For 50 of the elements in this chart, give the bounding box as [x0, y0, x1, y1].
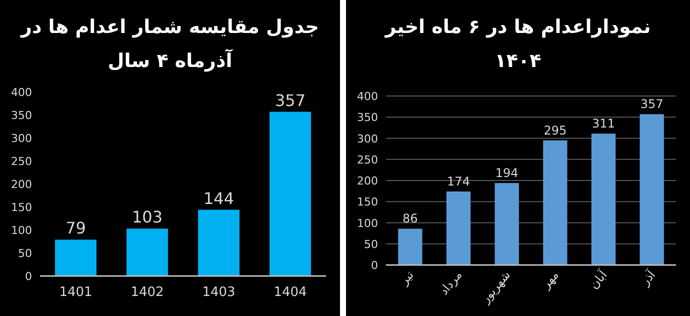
bar: [398, 228, 422, 265]
bar: [55, 240, 96, 276]
bar: [446, 191, 471, 265]
y-tick-label: 400: [11, 86, 32, 99]
x-tick-label: 1401: [59, 285, 92, 300]
y-tick-label: 200: [357, 174, 378, 188]
bar: [494, 183, 519, 265]
y-tick-label: 150: [11, 201, 32, 214]
x-tick-label: 1404: [274, 285, 307, 300]
x-tick-label: 1403: [202, 285, 236, 300]
data-label: 357: [640, 97, 664, 112]
bar: [543, 140, 568, 265]
chart-title: جدول مقایسه شمار اعدام ها در آذرماه ۴ سال: [20, 15, 320, 74]
y-tick-label: 0: [25, 270, 32, 283]
y-tick-label: 100: [11, 224, 32, 237]
bar: [270, 112, 311, 276]
chart-title: نموداراعدام ها در ۶ ماه اخیر ۱۴۰۴: [384, 15, 652, 74]
y-tick-label: 200: [11, 178, 32, 191]
y-tick-label: 250: [357, 153, 378, 166]
y-tick-label: 400: [357, 90, 378, 103]
data-label: 194: [495, 166, 518, 180]
data-label: 144: [203, 188, 234, 208]
y-tick-label: 300: [357, 132, 378, 146]
data-label: 86: [402, 212, 418, 226]
data-label: 79: [66, 218, 86, 238]
bar: [640, 114, 664, 265]
bar: [591, 134, 616, 265]
x-tick-label: مرداد: [436, 268, 465, 298]
data-label: 357: [274, 90, 306, 110]
y-tick-label: 50: [18, 247, 32, 260]
y-tick-label: 50: [364, 238, 378, 251]
x-tick-label: شهریور: [478, 268, 514, 306]
y-tick-label: 0: [371, 259, 378, 272]
y-tick-label: 350: [11, 109, 32, 122]
y-tick-label: 350: [357, 111, 378, 124]
data-label: 103: [132, 208, 163, 227]
x-tick-label: مهر: [538, 268, 562, 292]
y-tick-label: 100: [357, 216, 378, 230]
data-label: 311: [592, 116, 615, 131]
x-tick-label: تیر: [396, 268, 416, 288]
y-tick-label: 250: [11, 155, 32, 168]
y-tick-label: 150: [357, 196, 378, 209]
data-label: 174: [447, 174, 470, 188]
x-tick-label: آذر: [636, 266, 659, 289]
data-label: 295: [544, 123, 567, 138]
bar: [198, 210, 240, 276]
x-tick-label: آبان: [586, 266, 610, 292]
bar: [126, 228, 168, 276]
y-tick-label: 300: [11, 132, 32, 145]
x-tick-label: 1402: [130, 285, 164, 300]
